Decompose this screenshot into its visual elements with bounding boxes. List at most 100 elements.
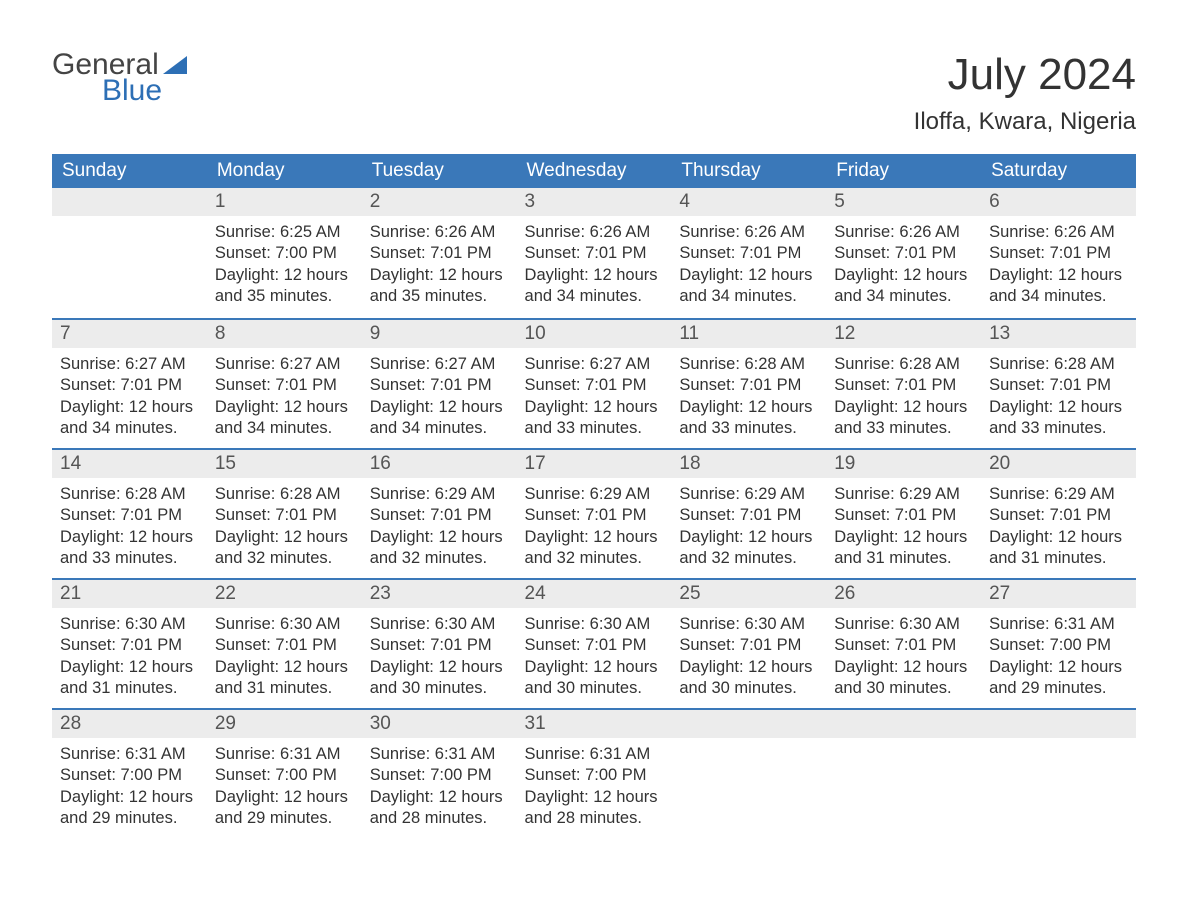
- daylight-text: Daylight: 12 hours and 28 minutes.: [370, 787, 509, 830]
- day-content: Sunrise: 6:26 AMSunset: 7:01 PMDaylight:…: [362, 216, 517, 314]
- sunrise-text: Sunrise: 6:25 AM: [215, 222, 354, 243]
- day-number-bar: 22: [207, 578, 362, 608]
- day-cell: 26Sunrise: 6:30 AMSunset: 7:01 PMDayligh…: [826, 578, 981, 708]
- daylight-text: Daylight: 12 hours and 34 minutes.: [370, 397, 509, 440]
- day-cell: 21Sunrise: 6:30 AMSunset: 7:01 PMDayligh…: [52, 578, 207, 708]
- day-content: Sunrise: 6:27 AMSunset: 7:01 PMDaylight:…: [52, 348, 207, 446]
- day-cell: 22Sunrise: 6:30 AMSunset: 7:01 PMDayligh…: [207, 578, 362, 708]
- day-number-bar: 6: [981, 188, 1136, 216]
- day-cell: 5Sunrise: 6:26 AMSunset: 7:01 PMDaylight…: [826, 188, 981, 318]
- col-wednesday: Wednesday: [517, 154, 672, 188]
- sunrise-text: Sunrise: 6:28 AM: [60, 484, 199, 505]
- day-content: Sunrise: 6:29 AMSunset: 7:01 PMDaylight:…: [826, 478, 981, 576]
- day-cell: [52, 188, 207, 318]
- sunset-text: Sunset: 7:00 PM: [989, 635, 1128, 656]
- header: General Blue July 2024 Iloffa, Kwara, Ni…: [52, 50, 1136, 136]
- daylight-text: Daylight: 12 hours and 34 minutes.: [525, 265, 664, 308]
- sunset-text: Sunset: 7:01 PM: [60, 635, 199, 656]
- daylight-text: Daylight: 12 hours and 34 minutes.: [834, 265, 973, 308]
- sunrise-text: Sunrise: 6:31 AM: [370, 744, 509, 765]
- day-number-bar: 11: [671, 318, 826, 348]
- day-content: Sunrise: 6:31 AMSunset: 7:00 PMDaylight:…: [207, 738, 362, 836]
- sunrise-text: Sunrise: 6:26 AM: [370, 222, 509, 243]
- day-number-bar: 8: [207, 318, 362, 348]
- sunrise-text: Sunrise: 6:30 AM: [679, 614, 818, 635]
- day-cell: 29Sunrise: 6:31 AMSunset: 7:00 PMDayligh…: [207, 708, 362, 838]
- logo: General Blue: [52, 50, 187, 106]
- sunrise-text: Sunrise: 6:28 AM: [679, 354, 818, 375]
- day-cell: 15Sunrise: 6:28 AMSunset: 7:01 PMDayligh…: [207, 448, 362, 578]
- sunset-text: Sunset: 7:01 PM: [525, 505, 664, 526]
- day-number-bar: 15: [207, 448, 362, 478]
- day-number-bar: 5: [826, 188, 981, 216]
- day-content: Sunrise: 6:29 AMSunset: 7:01 PMDaylight:…: [981, 478, 1136, 576]
- daylight-text: Daylight: 12 hours and 33 minutes.: [989, 397, 1128, 440]
- day-number-bar: [826, 708, 981, 738]
- daylight-text: Daylight: 12 hours and 33 minutes.: [834, 397, 973, 440]
- col-tuesday: Tuesday: [362, 154, 517, 188]
- daylight-text: Daylight: 12 hours and 28 minutes.: [525, 787, 664, 830]
- day-number-bar: 25: [671, 578, 826, 608]
- weekday-header-row: Sunday Monday Tuesday Wednesday Thursday…: [52, 154, 1136, 188]
- week-row: 1Sunrise: 6:25 AMSunset: 7:00 PMDaylight…: [52, 188, 1136, 318]
- day-cell: 4Sunrise: 6:26 AMSunset: 7:01 PMDaylight…: [671, 188, 826, 318]
- daylight-text: Daylight: 12 hours and 30 minutes.: [834, 657, 973, 700]
- day-content: Sunrise: 6:28 AMSunset: 7:01 PMDaylight:…: [207, 478, 362, 576]
- day-number-bar: 7: [52, 318, 207, 348]
- sunrise-text: Sunrise: 6:26 AM: [834, 222, 973, 243]
- sunrise-text: Sunrise: 6:30 AM: [370, 614, 509, 635]
- sunset-text: Sunset: 7:00 PM: [215, 765, 354, 786]
- day-content: Sunrise: 6:30 AMSunset: 7:01 PMDaylight:…: [362, 608, 517, 706]
- day-cell: 25Sunrise: 6:30 AMSunset: 7:01 PMDayligh…: [671, 578, 826, 708]
- sunrise-text: Sunrise: 6:30 AM: [60, 614, 199, 635]
- daylight-text: Daylight: 12 hours and 35 minutes.: [215, 265, 354, 308]
- day-number-bar: 24: [517, 578, 672, 608]
- day-cell: 28Sunrise: 6:31 AMSunset: 7:00 PMDayligh…: [52, 708, 207, 838]
- sunrise-text: Sunrise: 6:31 AM: [60, 744, 199, 765]
- sunset-text: Sunset: 7:00 PM: [60, 765, 199, 786]
- week-row: 7Sunrise: 6:27 AMSunset: 7:01 PMDaylight…: [52, 318, 1136, 448]
- day-cell: 19Sunrise: 6:29 AMSunset: 7:01 PMDayligh…: [826, 448, 981, 578]
- day-cell: 7Sunrise: 6:27 AMSunset: 7:01 PMDaylight…: [52, 318, 207, 448]
- day-cell: 30Sunrise: 6:31 AMSunset: 7:00 PMDayligh…: [362, 708, 517, 838]
- daylight-text: Daylight: 12 hours and 33 minutes.: [679, 397, 818, 440]
- day-cell: 6Sunrise: 6:26 AMSunset: 7:01 PMDaylight…: [981, 188, 1136, 318]
- col-saturday: Saturday: [981, 154, 1136, 188]
- sunrise-text: Sunrise: 6:28 AM: [989, 354, 1128, 375]
- daylight-text: Daylight: 12 hours and 33 minutes.: [525, 397, 664, 440]
- sunset-text: Sunset: 7:01 PM: [370, 375, 509, 396]
- day-content: Sunrise: 6:28 AMSunset: 7:01 PMDaylight:…: [671, 348, 826, 446]
- day-content: Sunrise: 6:28 AMSunset: 7:01 PMDaylight:…: [826, 348, 981, 446]
- day-number-bar: 13: [981, 318, 1136, 348]
- daylight-text: Daylight: 12 hours and 34 minutes.: [679, 265, 818, 308]
- day-cell: 3Sunrise: 6:26 AMSunset: 7:01 PMDaylight…: [517, 188, 672, 318]
- day-number-bar: 23: [362, 578, 517, 608]
- day-content: Sunrise: 6:26 AMSunset: 7:01 PMDaylight:…: [517, 216, 672, 314]
- sunset-text: Sunset: 7:01 PM: [525, 243, 664, 264]
- day-number-bar: 28: [52, 708, 207, 738]
- day-cell: 23Sunrise: 6:30 AMSunset: 7:01 PMDayligh…: [362, 578, 517, 708]
- sunset-text: Sunset: 7:01 PM: [370, 635, 509, 656]
- day-number-bar: [981, 708, 1136, 738]
- sunset-text: Sunset: 7:01 PM: [60, 505, 199, 526]
- day-content: Sunrise: 6:31 AMSunset: 7:00 PMDaylight:…: [981, 608, 1136, 706]
- sunset-text: Sunset: 7:01 PM: [834, 375, 973, 396]
- col-sunday: Sunday: [52, 154, 207, 188]
- daylight-text: Daylight: 12 hours and 30 minutes.: [679, 657, 818, 700]
- day-cell: 2Sunrise: 6:26 AMSunset: 7:01 PMDaylight…: [362, 188, 517, 318]
- daylight-text: Daylight: 12 hours and 31 minutes.: [215, 657, 354, 700]
- sunset-text: Sunset: 7:01 PM: [215, 635, 354, 656]
- sunrise-text: Sunrise: 6:26 AM: [525, 222, 664, 243]
- day-cell: 9Sunrise: 6:27 AMSunset: 7:01 PMDaylight…: [362, 318, 517, 448]
- day-number-bar: 4: [671, 188, 826, 216]
- day-cell: 20Sunrise: 6:29 AMSunset: 7:01 PMDayligh…: [981, 448, 1136, 578]
- day-cell: 24Sunrise: 6:30 AMSunset: 7:01 PMDayligh…: [517, 578, 672, 708]
- daylight-text: Daylight: 12 hours and 29 minutes.: [215, 787, 354, 830]
- sunrise-text: Sunrise: 6:28 AM: [215, 484, 354, 505]
- day-cell: 1Sunrise: 6:25 AMSunset: 7:00 PMDaylight…: [207, 188, 362, 318]
- sunset-text: Sunset: 7:01 PM: [679, 505, 818, 526]
- daylight-text: Daylight: 12 hours and 31 minutes.: [989, 527, 1128, 570]
- sunset-text: Sunset: 7:01 PM: [989, 375, 1128, 396]
- col-thursday: Thursday: [671, 154, 826, 188]
- day-content: Sunrise: 6:26 AMSunset: 7:01 PMDaylight:…: [981, 216, 1136, 314]
